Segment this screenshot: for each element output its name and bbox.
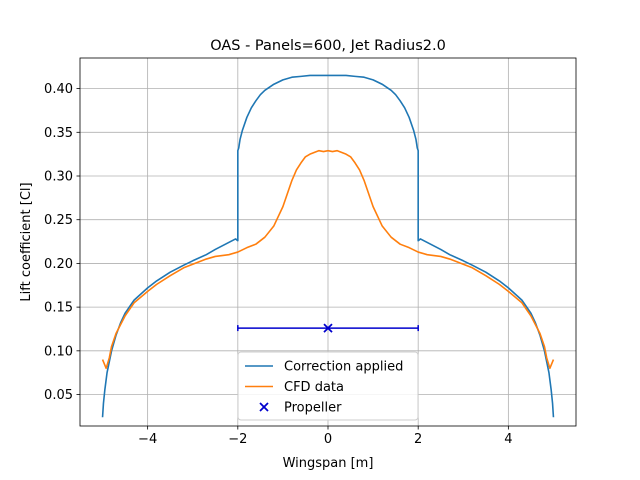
axis-ticks: −4 −2 0 2 4 0.05 0.10 0.15 0.20 0.25 0.30 0.35 0.40	[44, 82, 512, 447]
legend-marker-propeller	[259, 402, 269, 412]
correction-applied-line	[101, 74, 555, 418]
grid	[80, 58, 576, 426]
legend-label-cfd-data: CFD data	[284, 380, 344, 395]
cfd-data-line	[101, 149, 555, 370]
x-tick-label: −2	[228, 432, 247, 447]
series-layer	[101, 74, 555, 418]
y-tick-label: 0.25	[44, 213, 73, 228]
y-tick-label: 0.10	[44, 344, 73, 359]
x-tick-label: −4	[138, 432, 157, 447]
chart-title: OAS - Panels=600, Jet Radius2.0	[210, 38, 446, 54]
x-tick-label: 0	[324, 432, 332, 447]
legend-label-propeller: Propeller	[284, 401, 342, 416]
y-tick-label: 0.40	[44, 82, 73, 97]
x-tick-label: 4	[504, 432, 512, 447]
y-tick-label: 0.35	[44, 126, 73, 141]
legend-frame	[237, 351, 419, 421]
y-tick-label: 0.05	[44, 388, 73, 403]
x-tick-label: 2	[414, 432, 422, 447]
legend: Correction applied CFD data Propeller	[237, 351, 419, 421]
y-tick-label: 0.30	[44, 170, 73, 185]
legend-label-correction-applied: Correction applied	[284, 360, 403, 375]
y-axis-label: Lift coefficient [Cl]	[19, 182, 34, 301]
x-axis-label: Wingspan [m]	[283, 456, 374, 471]
y-tick-label: 0.15	[44, 301, 73, 316]
y-tick-label: 0.20	[44, 257, 73, 272]
propeller-marker	[323, 323, 333, 333]
